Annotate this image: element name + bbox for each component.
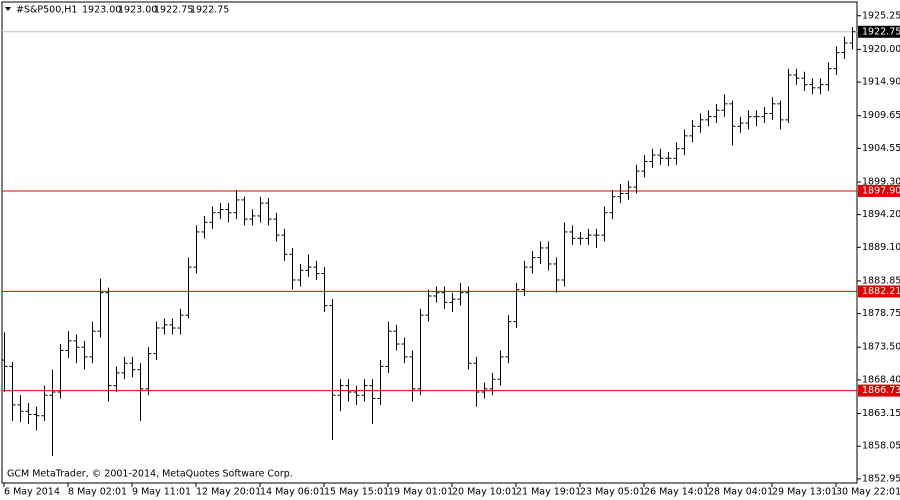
y-tick-label: 1889.10 (862, 242, 900, 253)
y-tick-label: 1920.00 (862, 44, 900, 55)
header-price: 1922.75 (154, 5, 193, 16)
menu-arrow[interactable] (5, 7, 11, 11)
y-tick-label: 1904.55 (862, 143, 900, 154)
level-label: 1882.21 (862, 286, 900, 297)
y-tick-label: 1925.25 (862, 10, 900, 21)
y-tick-label: 1868.40 (862, 374, 900, 385)
plot-frame (1, 1, 858, 484)
level-label-box (858, 184, 900, 197)
current-price-box (858, 25, 900, 38)
x-tick-label: 14 May 06:01 (260, 487, 325, 498)
y-tick-label: 1852.95 (862, 473, 900, 484)
y-tick-label: 1914.90 (862, 77, 900, 88)
x-tick-label: 29 May 13:01 (772, 487, 837, 498)
current-price-label: 1922.75 (862, 26, 900, 37)
x-tick-label: 26 May 14:01 (644, 487, 709, 498)
x-tick-label: 28 May 04:01 (708, 487, 773, 498)
x-tick-label: 15 May 15:01 (324, 487, 389, 498)
x-tick-label: 6 May 2014 (4, 487, 60, 498)
y-tick-label: 1894.20 (862, 209, 900, 220)
copyright: GCM MetaTrader, © 2001-2014, MetaQuotes … (7, 469, 293, 480)
level-label-box (858, 285, 900, 298)
x-tick-label: 23 May 05:01 (580, 487, 645, 498)
y-tick-label: 1858.05 (862, 441, 900, 452)
x-tick-label: 8 May 02:01 (68, 487, 127, 498)
y-tick-label: 1878.75 (862, 308, 900, 319)
y-tick-label: 1899.30 (862, 176, 900, 187)
level-label: 1897.90 (862, 185, 900, 196)
y-tick-label: 1883.85 (862, 275, 900, 286)
level-label: 1866.73 (862, 385, 900, 396)
level-label-box (858, 384, 900, 397)
x-tick-label: 9 May 11:01 (132, 487, 191, 498)
x-tick-label: 12 May 20:01 (196, 487, 261, 498)
y-tick-label: 1863.15 (862, 408, 900, 419)
header-price: 1922.75 (190, 5, 229, 16)
x-tick-label: 20 May 10:01 (452, 487, 517, 498)
header-price: 1923.00 (82, 5, 121, 16)
x-tick-label: 21 May 19:01 (516, 487, 581, 498)
y-tick-label: 1909.65 (862, 110, 900, 121)
symbol: #S&P500,H1 (16, 5, 77, 16)
x-tick-label: 19 May 01:01 (388, 487, 453, 498)
header-price: 1923.00 (118, 5, 157, 16)
x-tick-label: 30 May 22:01 (836, 487, 900, 498)
y-tick-label: 1873.50 (862, 342, 900, 353)
